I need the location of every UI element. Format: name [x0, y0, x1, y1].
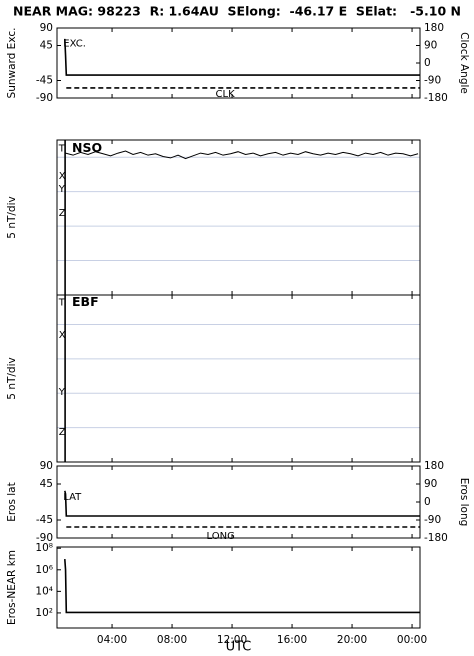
x-tick-label: 00:00 [397, 634, 427, 646]
y2-tick-label: -90 [424, 75, 441, 87]
y-axis-label: 5 nT/div [6, 357, 18, 399]
x-tick-label: 16:00 [277, 634, 307, 646]
y-axis-label: Eros-NEAR km [6, 550, 18, 625]
x-tick-label: 20:00 [337, 634, 367, 646]
data-line [64, 38, 420, 76]
chart-title: NEAR MAG: 98223 R: 1.64AU SElong: -46.17… [13, 4, 461, 19]
annotation: LONG [207, 531, 235, 542]
x-tick-label: 08:00 [157, 634, 187, 646]
annotation: EBF [72, 294, 99, 309]
y-tick-label: 10⁴ [35, 585, 53, 597]
panel-frame [56, 546, 421, 629]
y2-tick-label: 90 [424, 478, 437, 490]
annotation: X [59, 330, 66, 341]
data-line [64, 558, 420, 614]
y2-tick-label: 90 [424, 40, 437, 52]
y2-tick-label: -180 [424, 532, 448, 544]
y2-axis-label: Eros long [458, 478, 470, 527]
y-axis-label: Sunward Exc. [6, 28, 18, 99]
y2-axis-label: Clock Angle [458, 32, 470, 94]
panel-frame [56, 294, 421, 463]
y-tick-label: -45 [36, 514, 53, 526]
annotation: Z [59, 427, 66, 438]
annotation: Y [58, 184, 66, 195]
annotation: Y [58, 387, 66, 398]
y2-tick-label: 0 [424, 57, 431, 69]
y-tick-label: -90 [36, 92, 53, 104]
y2-tick-label: 180 [424, 460, 444, 472]
y-tick-label: 10⁸ [35, 542, 53, 554]
annotation: EXC. [63, 39, 86, 50]
y-tick-label: -90 [36, 532, 53, 544]
annotation: X [59, 171, 66, 182]
annotation: CLK [216, 89, 236, 100]
y2-tick-label: -90 [424, 514, 441, 526]
data-line [65, 150, 419, 160]
annotation: T [58, 143, 66, 154]
y2-tick-label: 180 [424, 22, 444, 34]
y2-tick-label: -180 [424, 92, 448, 104]
y-axis-label: 5 nT/div [6, 196, 18, 238]
x-tick-label: 12:00 [217, 634, 247, 646]
y-tick-label: 10² [35, 607, 53, 619]
y-tick-label: 45 [40, 40, 53, 52]
y-tick-label: 90 [40, 460, 53, 472]
data-line [64, 490, 420, 517]
y-tick-label: 90 [40, 22, 53, 34]
annotation: T [58, 298, 66, 309]
y2-tick-label: 0 [424, 496, 431, 508]
y-tick-label: 45 [40, 478, 53, 490]
annotation: NSO [72, 140, 102, 155]
y-tick-label: 10⁶ [35, 564, 53, 576]
x-tick-label: 04:00 [97, 634, 127, 646]
y-tick-label: -45 [36, 75, 53, 87]
y-axis-label: Eros lat [6, 482, 18, 521]
x-axis-label: UTC [226, 640, 252, 655]
annotation: LAT [63, 492, 82, 503]
annotation: Z [59, 208, 66, 219]
